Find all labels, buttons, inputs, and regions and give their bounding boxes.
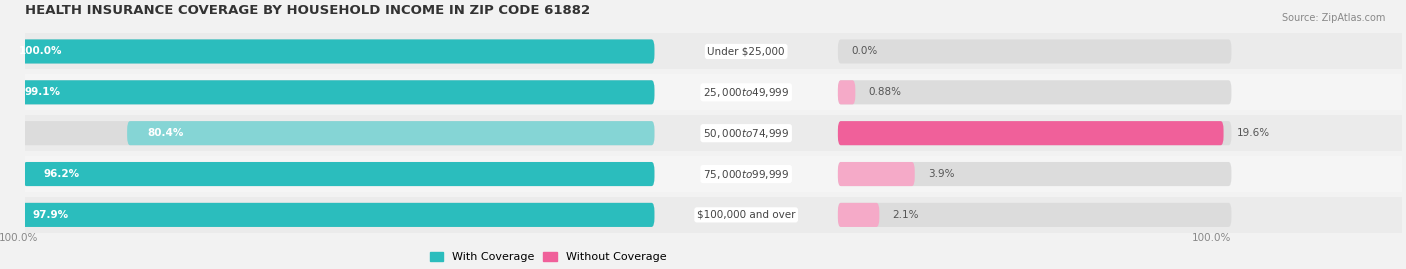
FancyBboxPatch shape (838, 121, 1223, 145)
Legend: With Coverage, Without Coverage: With Coverage, Without Coverage (426, 247, 671, 267)
FancyBboxPatch shape (838, 80, 855, 104)
Text: 96.2%: 96.2% (44, 169, 79, 179)
Text: $50,000 to $74,999: $50,000 to $74,999 (703, 127, 789, 140)
FancyBboxPatch shape (25, 115, 1402, 151)
FancyBboxPatch shape (25, 197, 1402, 233)
Text: 0.88%: 0.88% (869, 87, 901, 97)
FancyBboxPatch shape (4, 80, 654, 104)
FancyBboxPatch shape (838, 121, 1232, 145)
FancyBboxPatch shape (0, 40, 654, 63)
Text: 100.0%: 100.0% (0, 233, 38, 243)
Text: $75,000 to $99,999: $75,000 to $99,999 (703, 168, 789, 180)
FancyBboxPatch shape (838, 162, 1232, 186)
Text: 80.4%: 80.4% (146, 128, 183, 138)
Text: Under $25,000: Under $25,000 (707, 47, 785, 56)
FancyBboxPatch shape (838, 162, 915, 186)
Text: 100.0%: 100.0% (1192, 233, 1232, 243)
FancyBboxPatch shape (838, 203, 879, 227)
Text: HEALTH INSURANCE COVERAGE BY HOUSEHOLD INCOME IN ZIP CODE 61882: HEALTH INSURANCE COVERAGE BY HOUSEHOLD I… (25, 4, 591, 17)
FancyBboxPatch shape (0, 203, 654, 227)
FancyBboxPatch shape (838, 80, 1232, 104)
Text: 0.0%: 0.0% (851, 47, 877, 56)
Text: 97.9%: 97.9% (32, 210, 69, 220)
Text: 99.1%: 99.1% (24, 87, 60, 97)
Text: Source: ZipAtlas.com: Source: ZipAtlas.com (1281, 13, 1385, 23)
Text: $25,000 to $49,999: $25,000 to $49,999 (703, 86, 789, 99)
FancyBboxPatch shape (838, 40, 1232, 63)
FancyBboxPatch shape (0, 121, 654, 145)
Text: 2.1%: 2.1% (893, 210, 920, 220)
FancyBboxPatch shape (838, 203, 1232, 227)
Text: 19.6%: 19.6% (1237, 128, 1270, 138)
FancyBboxPatch shape (25, 74, 1402, 110)
FancyBboxPatch shape (25, 33, 1402, 69)
FancyBboxPatch shape (0, 80, 654, 104)
FancyBboxPatch shape (0, 40, 654, 63)
Text: 3.9%: 3.9% (928, 169, 955, 179)
Text: 100.0%: 100.0% (18, 47, 62, 56)
FancyBboxPatch shape (25, 156, 1402, 192)
FancyBboxPatch shape (24, 162, 654, 186)
FancyBboxPatch shape (127, 121, 654, 145)
FancyBboxPatch shape (13, 203, 654, 227)
FancyBboxPatch shape (0, 162, 654, 186)
Text: $100,000 and over: $100,000 and over (697, 210, 796, 220)
